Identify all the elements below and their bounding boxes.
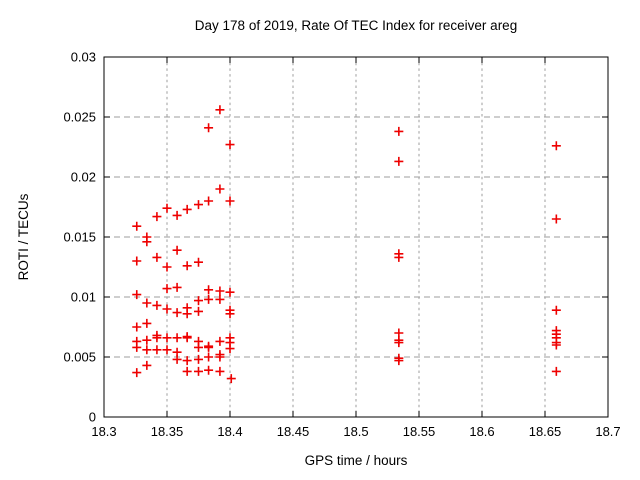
y-tick-label: 0.02 (71, 170, 96, 185)
y-tick-label: 0.005 (63, 350, 96, 365)
data-point-marker (194, 200, 203, 210)
data-point-marker (225, 287, 235, 297)
data-point-marker (132, 290, 142, 300)
data-point-marker (142, 335, 152, 345)
data-point-marker (152, 212, 162, 222)
data-point-marker (204, 342, 214, 352)
data-point-marker (172, 308, 182, 318)
y-tick-label: 0.015 (63, 230, 96, 245)
data-point-marker (551, 305, 561, 315)
x-tick-label: 18.45 (277, 424, 310, 439)
data-point-marker (225, 309, 235, 319)
data-point-marker (215, 105, 225, 115)
data-point-marker (182, 356, 192, 366)
x-tick-label: 18.7 (595, 424, 620, 439)
data-point-marker (182, 333, 192, 343)
data-point-marker (142, 237, 152, 247)
data-point-marker (551, 214, 561, 224)
data-point-marker (172, 333, 182, 343)
x-tick-label: 18.35 (151, 424, 184, 439)
data-point-marker (215, 184, 225, 194)
data-point-marker (551, 366, 561, 376)
data-point-marker (172, 282, 182, 292)
data-point-marker (132, 368, 142, 378)
data-point-marker (162, 284, 172, 294)
data-point-marker (194, 306, 203, 316)
y-tick-label: 0.03 (71, 50, 96, 65)
data-point-marker (162, 203, 172, 213)
x-tick-label: 18.55 (403, 424, 436, 439)
data-point-marker (132, 256, 142, 266)
data-point-marker (225, 140, 235, 150)
data-point-marker (394, 338, 404, 348)
data-point-marker (182, 204, 192, 214)
data-point-marker (215, 352, 225, 362)
data-point-marker (204, 123, 214, 133)
data-point-marker (394, 356, 404, 366)
y-tick-label: 0.01 (71, 290, 96, 305)
data-point-marker (551, 340, 561, 350)
data-point-marker (215, 294, 225, 304)
data-point-marker (162, 333, 172, 343)
data-point-marker (152, 300, 162, 310)
data-point-marker (394, 126, 404, 136)
data-point-marker (194, 354, 203, 364)
data-point-marker (204, 196, 214, 206)
data-point-marker (204, 285, 214, 295)
data-point-marker (204, 365, 214, 375)
data-point-marker (215, 286, 225, 296)
x-tick-label: 18.3 (91, 424, 116, 439)
data-point-marker (204, 352, 214, 362)
data-point-marker (182, 261, 192, 271)
data-point-marker (225, 196, 235, 206)
data-point-marker (204, 294, 214, 304)
data-point-marker (194, 342, 203, 352)
x-tick-label: 18.65 (529, 424, 562, 439)
data-point-marker (172, 245, 182, 255)
data-point-marker (132, 221, 142, 231)
data-point-marker (172, 210, 182, 220)
y-tick-label: 0.025 (63, 110, 96, 125)
x-tick-label: 18.5 (343, 424, 368, 439)
data-point-marker (152, 252, 162, 262)
data-point-marker (162, 262, 172, 272)
chart-title: Day 178 of 2019, Rate Of TEC Index for r… (194, 18, 518, 33)
plot-border (103, 56, 609, 418)
x-tick-label: 18.6 (469, 424, 494, 439)
data-point-marker (225, 344, 235, 354)
data-point-marker (215, 366, 225, 376)
data-point-marker (194, 366, 203, 376)
data-point-marker (394, 156, 404, 166)
y-tick-label: 0 (89, 410, 96, 425)
x-tick-label: 18.4 (217, 424, 242, 439)
data-point-marker (162, 304, 172, 314)
data-point-marker (172, 354, 182, 364)
data-point-marker (132, 342, 142, 352)
data-point-marker (551, 141, 561, 151)
data-point-marker (142, 318, 152, 328)
data-point-marker (394, 252, 404, 262)
data-point-marker (194, 296, 203, 306)
data-point-marker (162, 345, 172, 355)
data-point-marker (142, 345, 152, 355)
data-point-marker (152, 345, 162, 355)
data-point-marker (215, 336, 225, 346)
data-point-marker (194, 257, 203, 267)
data-point-marker (142, 360, 152, 370)
x-axis-label: GPS time / hours (304, 453, 408, 468)
data-point-marker (182, 366, 192, 376)
data-point-marker (226, 374, 236, 384)
data-point-marker (132, 322, 142, 332)
data-point-marker (142, 298, 152, 308)
data-point-marker (182, 309, 192, 319)
data-point-marker (152, 333, 162, 343)
